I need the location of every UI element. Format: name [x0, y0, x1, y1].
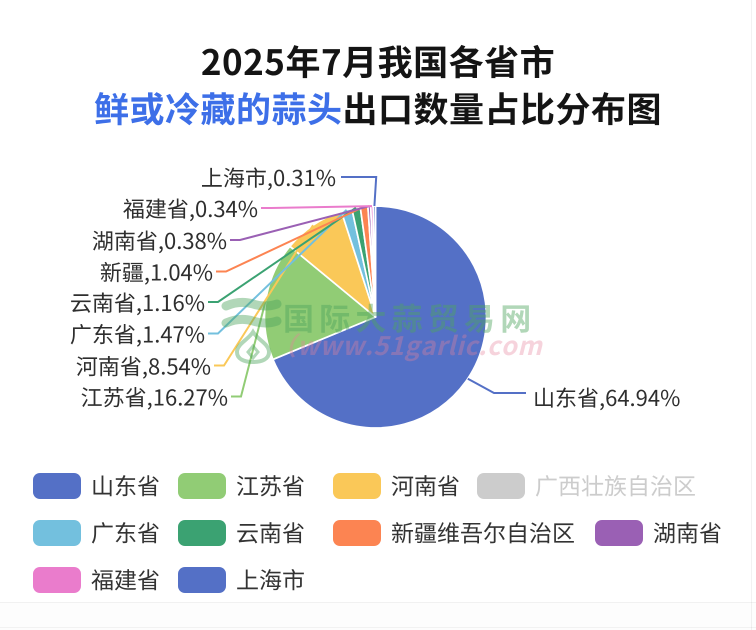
pie-slice-上海市[interactable]: [372, 205, 377, 318]
legend-label: 福建省: [91, 561, 160, 596]
legend-marker-icon: [178, 473, 226, 499]
legend-marker-icon: [178, 520, 226, 546]
legend-label: 广西壮族自治区: [535, 467, 696, 502]
pie-slices: [263, 205, 488, 429]
label-line-云南省: [208, 206, 357, 303]
label-line-山东省: [467, 377, 526, 394]
pie-label-山东省: 山东省,64.94%: [533, 381, 680, 413]
title-keyword-highlight: 鲜或冷藏的蒜头: [93, 82, 343, 133]
title-line2: 鲜或冷藏的蒜头出口数量占比分布图: [0, 84, 756, 131]
pie-labels: 山东省,64.94% 江苏省,16.27%河南省,8.54%广东省,1.47%云南…: [70, 161, 680, 413]
legend-marker-icon: [33, 473, 81, 499]
label-line-新疆: [216, 205, 365, 273]
legend-marker-icon: [178, 567, 226, 593]
label-line-广东省: [208, 209, 348, 335]
pie-label-广东省: 广东省,1.47%: [70, 318, 205, 350]
legend-label: 河南省: [391, 467, 460, 502]
page-title: 2025年7月我国各省市 鲜或冷藏的蒜头出口数量占比分布图: [0, 37, 756, 131]
page-bottom-strip: [0, 603, 756, 630]
label-line-福建省: [261, 205, 373, 209]
pie-label-福建省: 福建省,0.34%: [123, 192, 258, 224]
legend-marker-icon: [333, 473, 381, 499]
label-line-上海市: [341, 176, 378, 207]
legend-label: 广东省: [91, 514, 160, 549]
pie-label-上海市: 上海市,0.31%: [201, 161, 336, 193]
legend-marker-icon: [595, 520, 643, 546]
legend-marker-icon: [333, 520, 381, 546]
label-line-江苏省: [231, 300, 267, 398]
legend-label: 新疆维吾尔自治区: [391, 514, 575, 549]
pie-label-江苏省: 江苏省,16.27%: [81, 381, 228, 413]
title-line1: 2025年7月我国各省市: [200, 35, 556, 86]
legend-label: 上海市: [236, 561, 305, 596]
legend-label: 湖南省: [653, 514, 722, 549]
legend-label: 山东省: [91, 467, 160, 502]
pie-label-新疆: 新疆,1.04%: [100, 256, 213, 288]
pie-label-湖南省: 湖南省,0.38%: [92, 224, 227, 256]
pie-label-lines: [208, 176, 526, 398]
pie-slice-山东省[interactable]: [272, 205, 488, 429]
divider-line: [0, 627, 756, 628]
label-line-湖南省: [230, 205, 370, 241]
legend-label: 江苏省: [236, 467, 305, 502]
legend-marker-icon: [33, 567, 81, 593]
legend-marker-icon: [33, 520, 81, 546]
title-line2-rest: 出口数量占比分布图: [342, 82, 663, 133]
divider-line: [0, 602, 756, 603]
pie-label-云南省: 云南省,1.16%: [70, 286, 205, 318]
legend-marker-icon: [477, 473, 525, 499]
page-edge-line: [751, 0, 752, 630]
pie-label-河南省: 河南省,8.54%: [76, 350, 211, 382]
legend-label: 云南省: [236, 514, 305, 549]
